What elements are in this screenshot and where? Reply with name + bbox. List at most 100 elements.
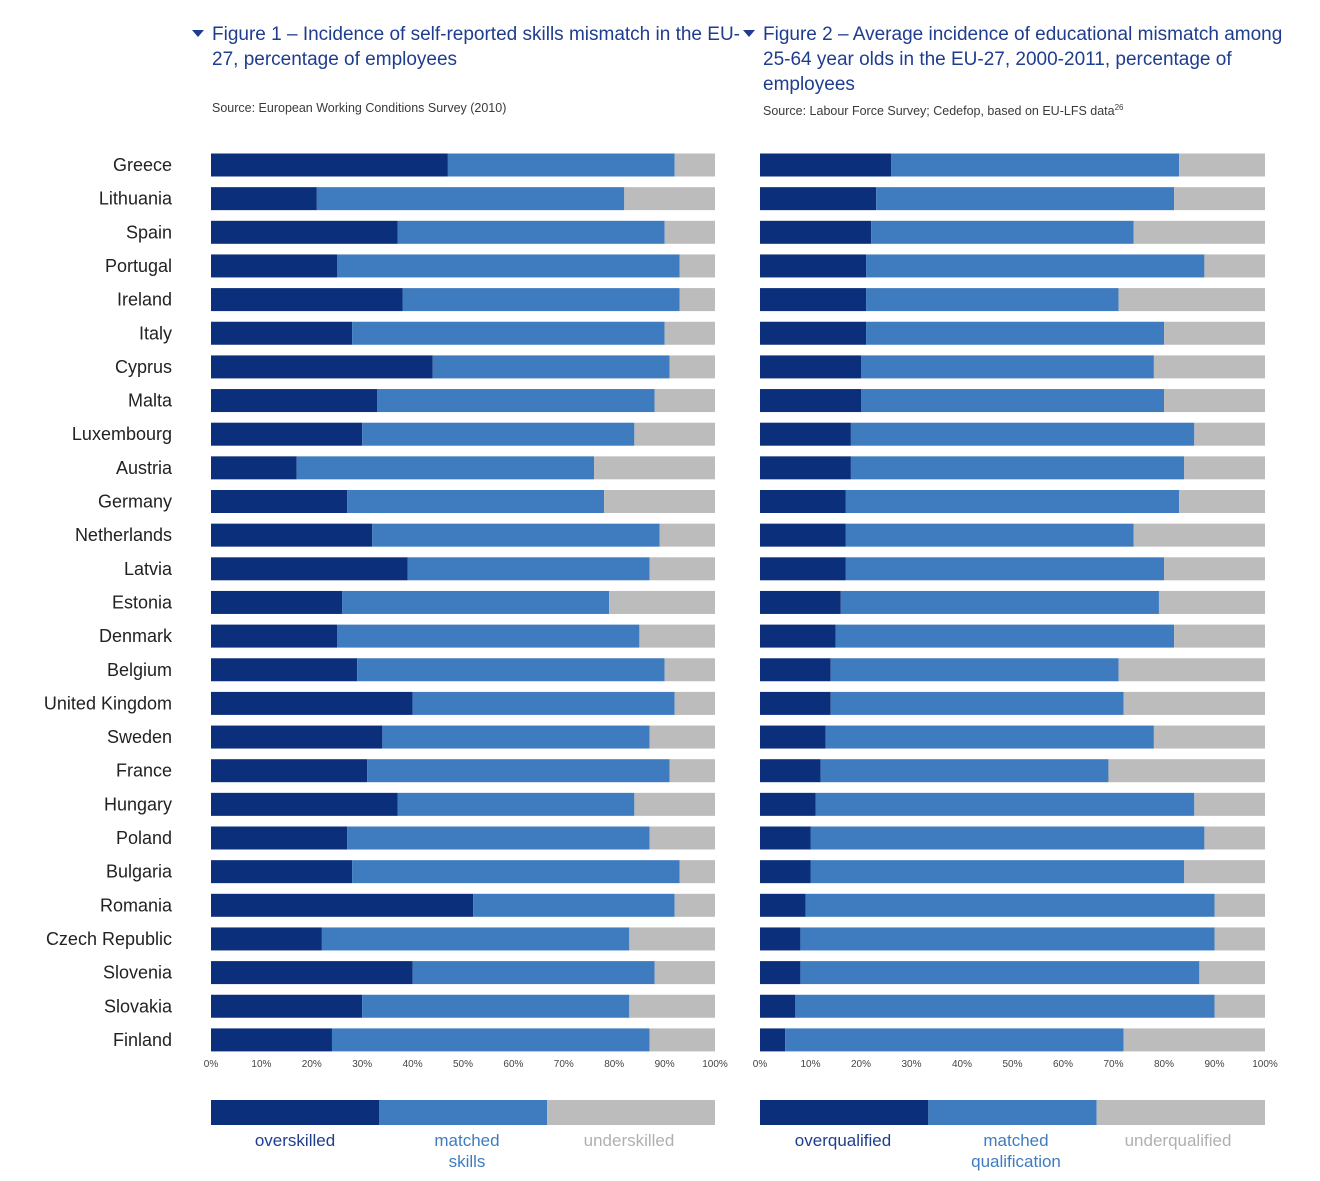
bar-matched-qualification	[891, 153, 1180, 177]
bar-underqualified	[1108, 759, 1265, 783]
bar-matched-qualification	[861, 389, 1164, 413]
bar-underskilled	[634, 792, 715, 816]
x-tick-label: 0%	[753, 1059, 768, 1070]
bar-matched-qualification	[845, 557, 1164, 581]
bar-underqualified	[1123, 1028, 1265, 1052]
bar-underqualified	[1184, 456, 1265, 480]
figure-2-source-text: Source: Labour Force Survey; Cedefop, ba…	[763, 104, 1115, 119]
x-tick-label: 30%	[352, 1059, 372, 1070]
bar-overskilled	[211, 624, 337, 648]
category-label: Hungary	[104, 794, 172, 814]
bar-matched-skills	[316, 187, 625, 211]
bar-overskilled	[211, 220, 398, 244]
bar-underskilled	[664, 658, 715, 682]
bar-underskilled	[649, 1028, 715, 1052]
bar-matched-skills	[357, 658, 665, 682]
bar-overskilled	[211, 759, 368, 783]
x-tick-label: 70%	[1103, 1059, 1123, 1070]
bar-overskilled	[211, 355, 433, 379]
category-label: Lithuania	[99, 189, 173, 209]
bar-overskilled	[211, 456, 297, 480]
bar-underqualified	[1164, 557, 1265, 581]
legend-swatch-overqualified	[760, 1100, 929, 1125]
bar-matched-qualification	[825, 725, 1154, 749]
bar-matched-skills	[347, 490, 605, 513]
bar-overqualified	[760, 389, 861, 413]
bar-underqualified	[1118, 658, 1265, 682]
category-label: Estonia	[112, 592, 173, 612]
bar-overqualified	[760, 759, 821, 783]
bar-matched-skills	[352, 860, 680, 884]
bar-matched-skills	[337, 624, 640, 648]
category-label: Portugal	[105, 256, 172, 276]
legend-swatch-matched-skills	[379, 1100, 547, 1125]
bar-matched-qualification	[850, 422, 1195, 446]
bar-underqualified	[1194, 422, 1265, 446]
bar-matched-skills	[296, 456, 595, 480]
bar-matched-skills	[367, 759, 670, 783]
bar-overskilled	[211, 860, 353, 884]
bar-matched-skills	[412, 691, 675, 715]
category-label: Slovakia	[104, 996, 173, 1016]
bar-overqualified	[760, 187, 877, 211]
category-label: Germany	[98, 492, 172, 512]
triangle-down-icon	[192, 30, 204, 37]
bar-underskilled	[669, 355, 715, 379]
bar-overskilled	[211, 187, 317, 211]
bar-underqualified	[1164, 321, 1265, 345]
bar-overqualified	[760, 792, 816, 816]
category-label: Malta	[128, 391, 173, 411]
category-label: France	[116, 761, 172, 781]
bar-matched-qualification	[866, 288, 1119, 312]
category-label: Netherlands	[75, 525, 172, 545]
bar-matched-qualification	[840, 590, 1159, 614]
bar-overskilled	[211, 490, 348, 513]
bar-matched-skills	[372, 523, 660, 547]
bar-matched-qualification	[820, 759, 1109, 783]
bar-matched-qualification	[876, 187, 1175, 211]
legend-swatch-matched-qualification	[928, 1100, 1097, 1125]
bar-overskilled	[211, 557, 408, 581]
bar-underskilled	[674, 153, 715, 177]
bar-overqualified	[760, 557, 846, 581]
bar-overqualified	[760, 523, 846, 547]
bar-matched-skills	[362, 422, 635, 446]
legend-swatch-overskilled	[211, 1100, 379, 1125]
bar-underskilled	[604, 490, 715, 513]
bar-underskilled	[639, 624, 715, 648]
bar-overqualified	[760, 321, 867, 345]
bar-matched-qualification	[795, 994, 1215, 1018]
bar-overqualified	[760, 288, 867, 312]
bar-underskilled	[594, 456, 715, 480]
bar-underqualified	[1123, 691, 1265, 715]
bar-overskilled	[211, 792, 398, 816]
category-label: United Kingdom	[44, 693, 172, 713]
bar-matched-qualification	[805, 893, 1215, 917]
bar-underskilled	[679, 288, 715, 312]
figure-2-source-footnote: 26	[1114, 103, 1124, 112]
category-label: Ireland	[117, 290, 172, 310]
category-label: Poland	[116, 828, 172, 848]
category-label: Italy	[139, 323, 172, 343]
bar-overqualified	[760, 691, 831, 715]
bar-underskilled	[624, 187, 715, 211]
bar-matched-skills	[397, 220, 665, 244]
bar-matched-qualification	[800, 927, 1215, 951]
category-label: Greece	[113, 155, 172, 175]
bar-matched-skills	[347, 826, 650, 850]
x-tick-label: 90%	[655, 1059, 675, 1070]
bar-underqualified	[1164, 389, 1265, 413]
bar-underskilled	[674, 691, 715, 715]
x-tick-label: 0%	[204, 1059, 219, 1070]
bar-underskilled	[654, 961, 715, 985]
x-tick-label: 50%	[1002, 1059, 1022, 1070]
bar-underskilled	[629, 927, 715, 951]
x-tick-label: 60%	[503, 1059, 523, 1070]
bar-matched-skills	[397, 792, 635, 816]
bar-underqualified	[1204, 826, 1265, 850]
category-label: Luxembourg	[72, 424, 172, 444]
bar-overskilled	[211, 422, 363, 446]
legend-label-matched-skills: matched skills	[434, 1131, 500, 1171]
bar-matched-qualification	[845, 490, 1180, 513]
